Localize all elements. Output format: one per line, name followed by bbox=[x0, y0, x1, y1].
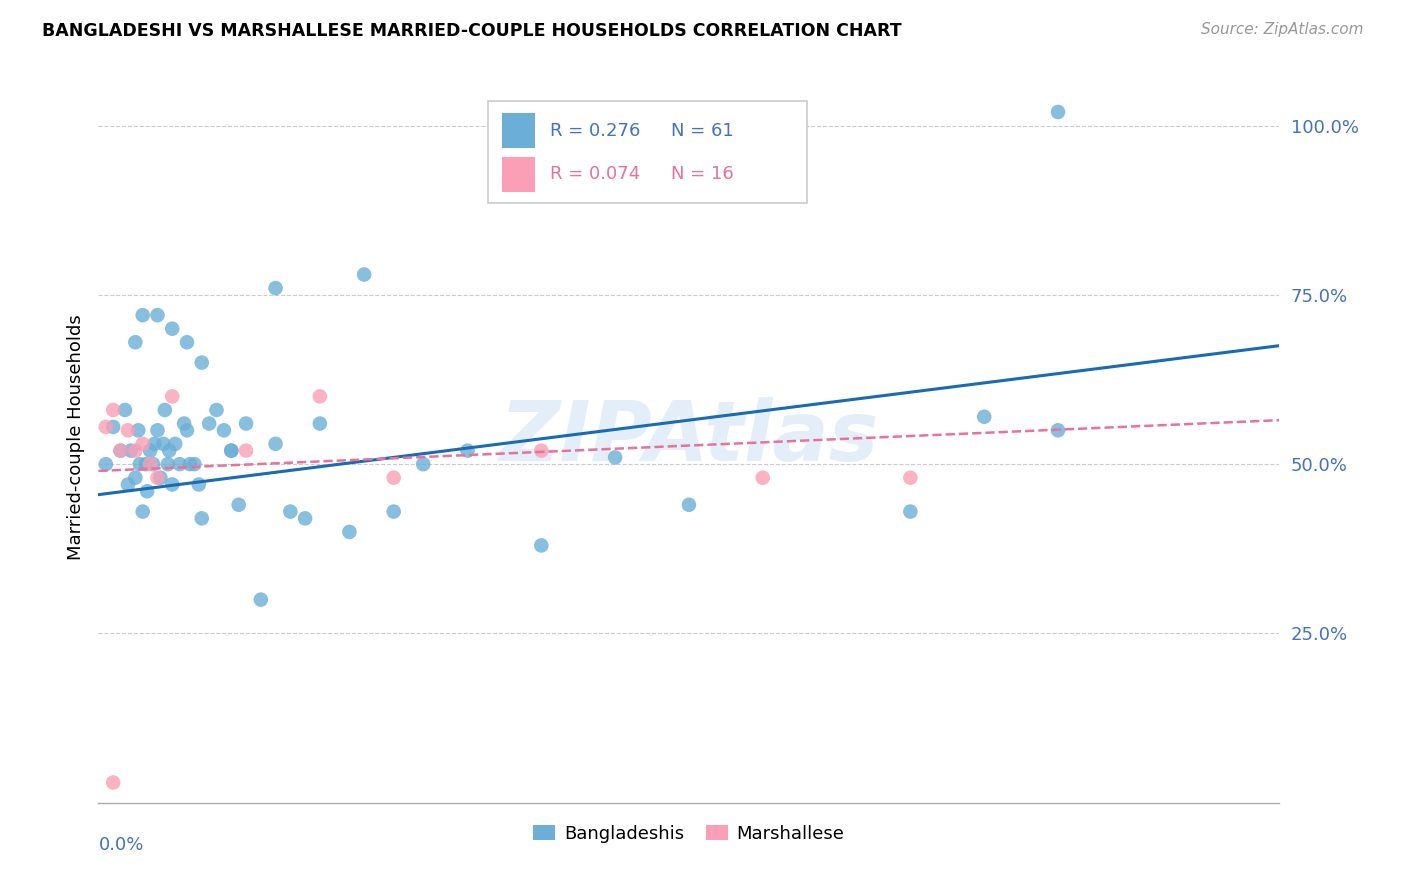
Point bbox=[127, 423, 149, 437]
Point bbox=[382, 505, 405, 519]
Point bbox=[143, 437, 166, 451]
Point bbox=[309, 417, 332, 431]
Point bbox=[678, 498, 700, 512]
Text: R = 0.276: R = 0.276 bbox=[550, 121, 640, 140]
Point bbox=[176, 335, 198, 350]
Point bbox=[94, 457, 117, 471]
Point bbox=[94, 420, 117, 434]
Point bbox=[157, 443, 180, 458]
Point bbox=[124, 471, 146, 485]
Point bbox=[132, 308, 155, 322]
Point bbox=[162, 322, 183, 336]
Text: N = 61: N = 61 bbox=[671, 121, 734, 140]
Point bbox=[1046, 105, 1070, 120]
Point bbox=[191, 355, 214, 369]
Point bbox=[152, 437, 174, 451]
Point bbox=[187, 477, 209, 491]
Point bbox=[162, 389, 183, 403]
Point bbox=[179, 457, 201, 471]
Point bbox=[235, 443, 257, 458]
FancyBboxPatch shape bbox=[502, 157, 536, 192]
Point bbox=[146, 423, 169, 437]
Point bbox=[139, 443, 162, 458]
Point bbox=[162, 477, 183, 491]
Point bbox=[353, 268, 375, 282]
Point bbox=[280, 505, 302, 519]
Text: Source: ZipAtlas.com: Source: ZipAtlas.com bbox=[1201, 22, 1364, 37]
Point bbox=[228, 498, 250, 512]
Point bbox=[264, 281, 287, 295]
Point bbox=[339, 524, 361, 539]
Point bbox=[149, 471, 172, 485]
Point bbox=[103, 420, 125, 434]
Point bbox=[530, 538, 553, 552]
Point bbox=[1046, 423, 1070, 437]
Point bbox=[294, 511, 316, 525]
Point bbox=[173, 417, 195, 431]
Point bbox=[153, 403, 176, 417]
Point bbox=[110, 443, 132, 458]
Point bbox=[120, 443, 142, 458]
Point bbox=[412, 457, 434, 471]
Point bbox=[235, 417, 257, 431]
Point bbox=[103, 775, 125, 789]
Point bbox=[221, 443, 243, 458]
Point bbox=[146, 308, 169, 322]
Point bbox=[264, 437, 287, 451]
Point bbox=[132, 437, 155, 451]
Text: BANGLADESHI VS MARSHALLESE MARRIED-COUPLE HOUSEHOLDS CORRELATION CHART: BANGLADESHI VS MARSHALLESE MARRIED-COUPL… bbox=[42, 22, 901, 40]
Point bbox=[156, 457, 179, 471]
Point bbox=[457, 443, 479, 458]
FancyBboxPatch shape bbox=[502, 113, 536, 148]
Point bbox=[752, 471, 775, 485]
Point bbox=[136, 484, 159, 499]
Text: R = 0.074: R = 0.074 bbox=[550, 166, 640, 184]
Point bbox=[183, 457, 205, 471]
Point bbox=[205, 403, 228, 417]
Point bbox=[382, 471, 405, 485]
Point bbox=[114, 403, 136, 417]
FancyBboxPatch shape bbox=[488, 101, 807, 203]
Point bbox=[900, 505, 922, 519]
Point bbox=[309, 389, 332, 403]
Point bbox=[110, 443, 132, 458]
Point bbox=[191, 511, 214, 525]
Point bbox=[146, 471, 169, 485]
Point bbox=[103, 403, 125, 417]
Point bbox=[605, 450, 627, 465]
Point bbox=[132, 505, 155, 519]
Point bbox=[212, 423, 235, 437]
Point bbox=[169, 457, 191, 471]
Point bbox=[117, 423, 139, 437]
Text: ZIPAtlas: ZIPAtlas bbox=[499, 397, 879, 477]
Point bbox=[165, 437, 187, 451]
Text: 0.0%: 0.0% bbox=[98, 836, 143, 854]
Y-axis label: Married-couple Households: Married-couple Households bbox=[66, 314, 84, 560]
Text: N = 16: N = 16 bbox=[671, 166, 734, 184]
Point bbox=[176, 423, 198, 437]
Point bbox=[142, 457, 165, 471]
Point bbox=[198, 417, 221, 431]
Point bbox=[139, 457, 162, 471]
Point bbox=[221, 443, 243, 458]
Point bbox=[124, 443, 146, 458]
Point bbox=[124, 335, 146, 350]
Legend: Bangladeshis, Marshallese: Bangladeshis, Marshallese bbox=[529, 820, 849, 848]
Point bbox=[973, 409, 995, 424]
Point bbox=[250, 592, 273, 607]
Point bbox=[900, 471, 922, 485]
Point bbox=[117, 477, 139, 491]
Point bbox=[128, 457, 150, 471]
Point bbox=[530, 443, 553, 458]
Point bbox=[135, 457, 157, 471]
